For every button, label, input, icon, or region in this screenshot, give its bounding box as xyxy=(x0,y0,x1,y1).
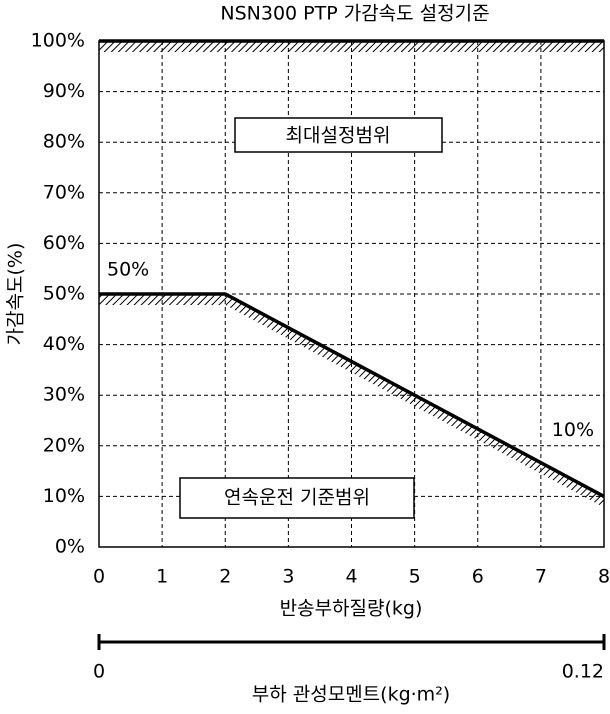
annotation: 연속운전 기준범위 xyxy=(224,487,370,509)
y-tick-label: 50% xyxy=(43,283,85,305)
y-tick-label: 90% xyxy=(43,80,85,102)
x-tick-label: 3 xyxy=(282,566,294,588)
chart-title: NSN300 PTP 가감속도 설정기준 xyxy=(220,3,489,25)
x-tick-label: 6 xyxy=(472,566,484,588)
plot-frame xyxy=(98,40,605,548)
y-axis-label: 가감속도(%) xyxy=(5,243,27,346)
x-tick-label: 2 xyxy=(219,566,231,588)
y-tick-label: 40% xyxy=(43,333,85,355)
series-line xyxy=(99,292,605,498)
x2-tick-label: 0.12 xyxy=(562,661,604,683)
y-tick-label: 60% xyxy=(43,232,85,254)
hatch xyxy=(99,41,604,52)
x-axis-label: 반송부하질량(kg) xyxy=(280,598,423,620)
x2-axis-label: 부하 관성모멘트(kg·m²) xyxy=(252,684,450,706)
x-tick-label: 7 xyxy=(535,566,547,588)
y-tick-label: 30% xyxy=(43,384,85,406)
x-tick-label: 1 xyxy=(156,566,168,588)
x-tick-label: 0 xyxy=(93,566,105,588)
x-tick-label: 4 xyxy=(345,566,357,588)
annotation-box xyxy=(234,117,443,153)
data-label: 10% xyxy=(552,419,594,441)
annotation: 최대설정범위 xyxy=(286,125,391,147)
annotation-box xyxy=(179,477,415,519)
x-tick-label: 5 xyxy=(409,566,421,588)
y-tick-label: 0% xyxy=(55,536,85,558)
data-label: 50% xyxy=(107,259,149,281)
x2-tick-label: 0 xyxy=(93,661,105,683)
y-tick-label: 70% xyxy=(43,181,85,203)
x-tick-label: 8 xyxy=(598,566,610,588)
y-tick-label: 10% xyxy=(43,485,85,507)
y-tick-label: 100% xyxy=(31,30,85,52)
y-tick-label: 80% xyxy=(43,131,85,153)
y-tick-label: 20% xyxy=(43,434,85,456)
